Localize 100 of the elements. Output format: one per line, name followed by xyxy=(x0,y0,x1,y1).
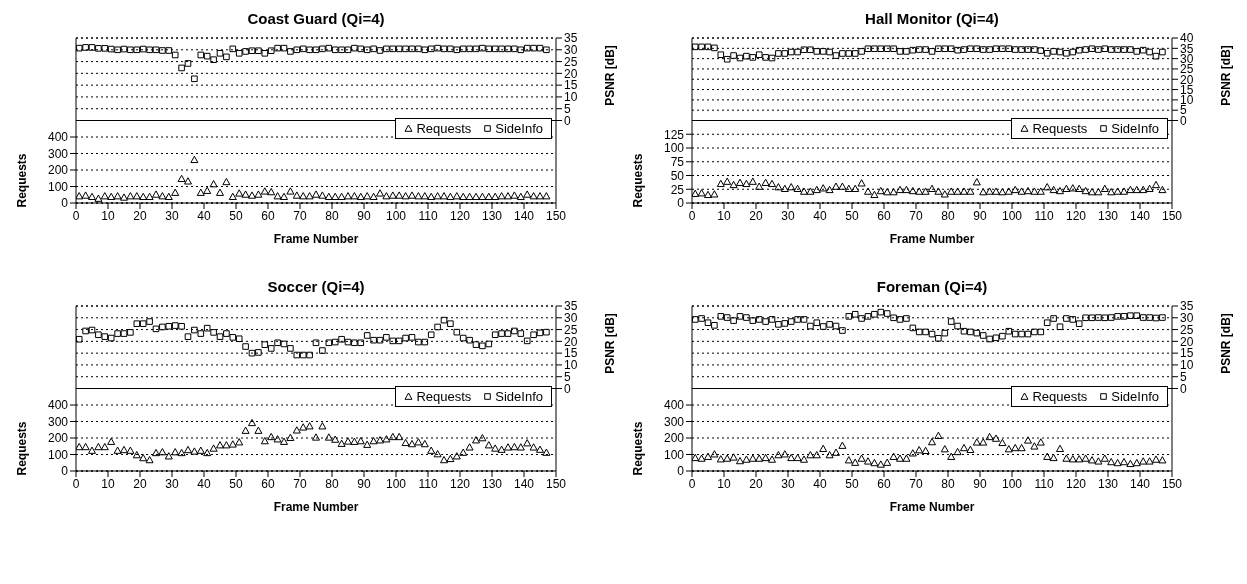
y2-tick-label: 35 xyxy=(1180,299,1194,314)
y-tick-label: 0 xyxy=(61,464,69,479)
y-tick-label: 100 xyxy=(47,447,69,462)
y-tick-label: 100 xyxy=(663,447,685,462)
x-tick-label: 140 xyxy=(1129,476,1151,491)
y-tick-label: 25 xyxy=(670,182,685,197)
x-tick-label: 150 xyxy=(545,476,567,491)
legend-label: SideInfo xyxy=(1111,389,1159,404)
y-tick-label: 100 xyxy=(663,141,685,156)
x-axis-title: Frame Number xyxy=(889,500,975,514)
y2-axis-title: PSNR [dB] xyxy=(603,45,618,106)
y-tick-label: 50 xyxy=(670,168,685,183)
y2-axis-title: PSNR [dB] xyxy=(1219,313,1234,374)
x-tick-label: 20 xyxy=(749,208,763,223)
y2-tick-label: 35 xyxy=(564,299,578,314)
y-tick-label: 400 xyxy=(663,398,685,413)
x-tick-label: 140 xyxy=(513,476,535,491)
x-tick-label: 70 xyxy=(909,476,923,491)
x-tick-label: 40 xyxy=(813,476,827,491)
y-tick-label: 0 xyxy=(677,464,685,479)
x-tick-label: 10 xyxy=(717,476,731,491)
x-tick-label: 50 xyxy=(229,208,243,223)
x-tick-label: 90 xyxy=(973,476,987,491)
y-tick-label: 200 xyxy=(47,163,69,178)
x-tick-label: 150 xyxy=(1161,208,1183,223)
x-tick-label: 120 xyxy=(449,476,471,491)
x-tick-label: 150 xyxy=(1161,476,1183,491)
x-tick-label: 140 xyxy=(1129,208,1151,223)
x-tick-label: 80 xyxy=(941,476,955,491)
x-tick-label: 60 xyxy=(261,208,275,223)
y-tick-label: 0 xyxy=(677,196,685,211)
legend-label: Requests xyxy=(1032,389,1088,404)
x-tick-label: 10 xyxy=(101,208,115,223)
x-tick-label: 30 xyxy=(165,476,179,491)
y-tick-label: 400 xyxy=(47,130,69,145)
x-tick-label: 70 xyxy=(293,208,307,223)
y2-tick-label: 20 xyxy=(1180,334,1194,349)
x-tick-label: 20 xyxy=(749,476,763,491)
y2-axis-title: PSNR [dB] xyxy=(603,313,618,374)
x-tick-label: 70 xyxy=(909,208,923,223)
x-tick-label: 50 xyxy=(845,476,859,491)
x-axis-title: Frame Number xyxy=(889,232,975,246)
x-tick-label: 60 xyxy=(877,208,891,223)
x-tick-label: 0 xyxy=(688,476,696,491)
x-tick-label: 0 xyxy=(72,208,80,223)
x-tick-label: 90 xyxy=(357,476,371,491)
x-tick-label: 40 xyxy=(197,476,211,491)
x-tick-label: 80 xyxy=(325,208,339,223)
y-axis-title: Requests xyxy=(15,421,30,476)
y2-tick-label: 10 xyxy=(1180,93,1194,108)
x-tick-label: 130 xyxy=(481,208,503,223)
y-tick-label: 300 xyxy=(47,414,69,429)
x-tick-label: 60 xyxy=(877,476,891,491)
x-tick-label: 130 xyxy=(1097,476,1119,491)
y-tick-label: 200 xyxy=(663,431,685,446)
x-tick-label: 130 xyxy=(481,476,503,491)
x-tick-label: 110 xyxy=(418,476,438,491)
x-tick-label: 110 xyxy=(418,208,438,223)
x-tick-label: 100 xyxy=(385,208,407,223)
legend-label: SideInfo xyxy=(495,389,543,404)
y-tick-label: 100 xyxy=(47,179,69,194)
chart-title: Coast Guard (Qi=4) xyxy=(246,9,386,29)
x-tick-label: 110 xyxy=(1034,476,1054,491)
y-axis-title: Requests xyxy=(15,153,30,208)
x-tick-label: 0 xyxy=(688,208,696,223)
x-tick-label: 0 xyxy=(72,476,80,491)
chart-title: Hall Monitor (Qi=4) xyxy=(864,9,1000,29)
y2-axis-title: PSNR [dB] xyxy=(1219,45,1234,106)
x-tick-label: 100 xyxy=(385,476,407,491)
y2-tick-label: 15 xyxy=(564,346,578,361)
x-tick-label: 20 xyxy=(133,476,147,491)
x-tick-label: 30 xyxy=(781,208,795,223)
x-tick-label: 90 xyxy=(357,208,371,223)
x-tick-label: 30 xyxy=(781,476,795,491)
x-tick-label: 60 xyxy=(261,476,275,491)
x-axis-title: Frame Number xyxy=(273,232,359,246)
y2-tick-label: 15 xyxy=(1180,346,1194,361)
legend-label: SideInfo xyxy=(495,121,543,136)
x-tick-label: 100 xyxy=(1001,476,1023,491)
legend-label: SideInfo xyxy=(1111,121,1159,136)
x-tick-label: 40 xyxy=(813,208,827,223)
legend-label: Requests xyxy=(416,389,472,404)
y2-tick-label: 0 xyxy=(1180,113,1187,128)
x-tick-label: 150 xyxy=(545,208,567,223)
x-tick-label: 50 xyxy=(845,208,859,223)
x-tick-label: 120 xyxy=(1065,208,1087,223)
x-tick-label: 70 xyxy=(293,476,307,491)
x-tick-label: 30 xyxy=(165,208,179,223)
y-axis-title: Requests xyxy=(631,153,646,208)
x-tick-label: 40 xyxy=(197,208,211,223)
y-tick-label: 400 xyxy=(47,398,69,413)
y2-tick-label: 0 xyxy=(1180,381,1187,396)
y-tick-label: 75 xyxy=(670,155,685,170)
x-tick-label: 10 xyxy=(717,208,731,223)
y-axis-title: Requests xyxy=(631,421,646,476)
x-tick-label: 130 xyxy=(1097,208,1119,223)
chart-title: Soccer (Qi=4) xyxy=(266,277,366,297)
legend-label: Requests xyxy=(1032,121,1088,136)
y-tick-label: 200 xyxy=(47,431,69,446)
x-tick-label: 50 xyxy=(229,476,243,491)
